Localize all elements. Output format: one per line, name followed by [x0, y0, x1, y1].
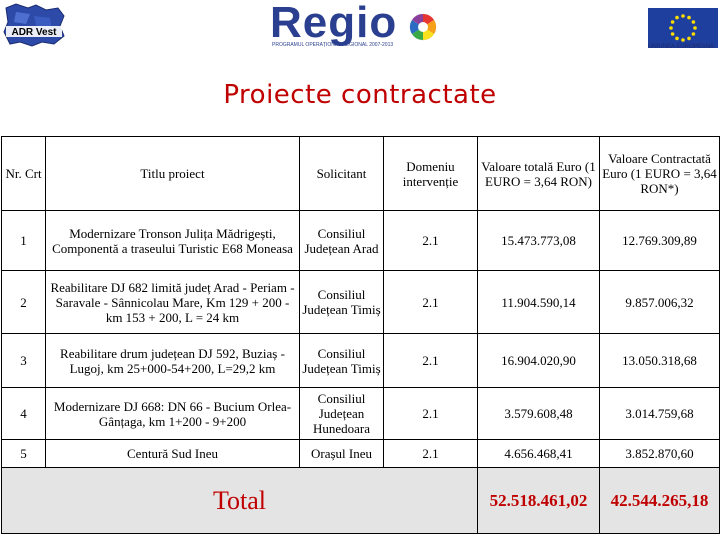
row-titlu: Reabilitare DJ 682 limită județ Arad - P… [45, 270, 300, 334]
total-row: Total 52.518.461,02 42.544.265,18 [1, 467, 720, 534]
header-valoare-totala: Valoare totală Euro (1 EURO = 3,64 RON) [477, 136, 600, 211]
row-valoare-contractata: 9.857.006,32 [599, 270, 720, 334]
row-valoare-totala: 11.904.590,14 [477, 270, 600, 334]
row-nr: 4 [1, 387, 46, 440]
row-valoare-contractata: 13.050.318,68 [599, 333, 720, 388]
total-valoare-contractata: 42.544.265,18 [599, 467, 720, 534]
header-solicitant: Solicitant [299, 136, 384, 211]
row-valoare-totala: 16.904.020,90 [477, 333, 600, 388]
row-valoare-contractata: 3.852.870,60 [599, 439, 720, 468]
row-nr: 2 [1, 270, 46, 334]
projects-table: Nr. Crt Titlu proiect Solicitant Domeniu… [1, 136, 720, 534]
adr-vest-logo: ADR Vest [3, 3, 65, 47]
row-titlu: Reabilitare drum județean DJ 592, Buziaș… [45, 333, 300, 388]
total-label: Total [1, 467, 478, 534]
eu-flag-icon [648, 8, 718, 48]
page-title: Proiecte contractate [223, 80, 497, 110]
row-titlu: Modernizare DJ 668: DN 66 - Bucium Orlea… [45, 387, 300, 440]
adr-logo-text: ADR Vest [11, 27, 57, 38]
row-domeniu: 2.1 [383, 439, 478, 468]
row-valoare-contractata: 12.769.309,89 [599, 210, 720, 271]
row-solicitant: Consiliul Județean Arad [299, 210, 384, 271]
row-titlu: Modernizare Tronson Julița Mădrigești, C… [45, 210, 300, 271]
row-solicitant: Consiliul Județean Timiș [299, 270, 384, 334]
total-valoare-totala: 52.518.461,02 [477, 467, 600, 534]
row-domeniu: 2.1 [383, 210, 478, 271]
row-solicitant: Consiliul Județean Hunedoara [299, 387, 384, 440]
row-valoare-totala: 3.579.608,48 [477, 387, 600, 440]
regio-brand: Regio [270, 0, 398, 47]
row-domeniu: 2.1 [383, 333, 478, 388]
regio-logo: Regio PROGRAMUL OPERAȚIONAL REGIONAL 200… [270, 0, 445, 50]
row-titlu: Centură Sud Ineu [45, 439, 300, 468]
table-header-row: Nr. Crt Titlu proiect Solicitant Domeniu… [1, 136, 720, 211]
table-row: 5 Centură Sud Ineu Orașul Ineu 2.1 4.656… [1, 439, 720, 468]
row-nr: 1 [1, 210, 46, 271]
table-row: 4 Modernizare DJ 668: DN 66 - Bucium Orl… [1, 387, 720, 440]
header: ADR Vest Regio PROGRAMUL OPERAȚIONAL REG… [0, 0, 720, 72]
table-row: 2 Reabilitare DJ 682 limită județ Arad -… [1, 270, 720, 334]
regio-rosette-icon [409, 13, 437, 41]
row-domeniu: 2.1 [383, 387, 478, 440]
header-valoare-contractata: Valoare Contractată Euro (1 EURO = 3,64 … [599, 136, 720, 211]
row-solicitant: Consiliul Județean Timiș [299, 333, 384, 388]
header-titlu: Titlu proiect [45, 136, 300, 211]
row-valoare-contractata: 3.014.759,68 [599, 387, 720, 440]
row-nr: 3 [1, 333, 46, 388]
row-domeniu: 2.1 [383, 270, 478, 334]
table-row: 3 Reabilitare drum județean DJ 592, Buzi… [1, 333, 720, 388]
row-valoare-totala: 4.656.468,41 [477, 439, 600, 468]
header-nr: Nr. Crt [1, 136, 46, 211]
table-row: 1 Modernizare Tronson Julița Mădrigești,… [1, 210, 720, 271]
regio-subtitle: PROGRAMUL OPERAȚIONAL REGIONAL 2007-2013 [272, 42, 394, 48]
eu-caption: UNIUNEA EUROPEANĂ [648, 44, 715, 50]
header-domeniu: Domeniu intervenție [383, 136, 478, 211]
row-valoare-totala: 15.473.773,08 [477, 210, 600, 271]
row-nr: 5 [1, 439, 46, 468]
row-solicitant: Orașul Ineu [299, 439, 384, 468]
